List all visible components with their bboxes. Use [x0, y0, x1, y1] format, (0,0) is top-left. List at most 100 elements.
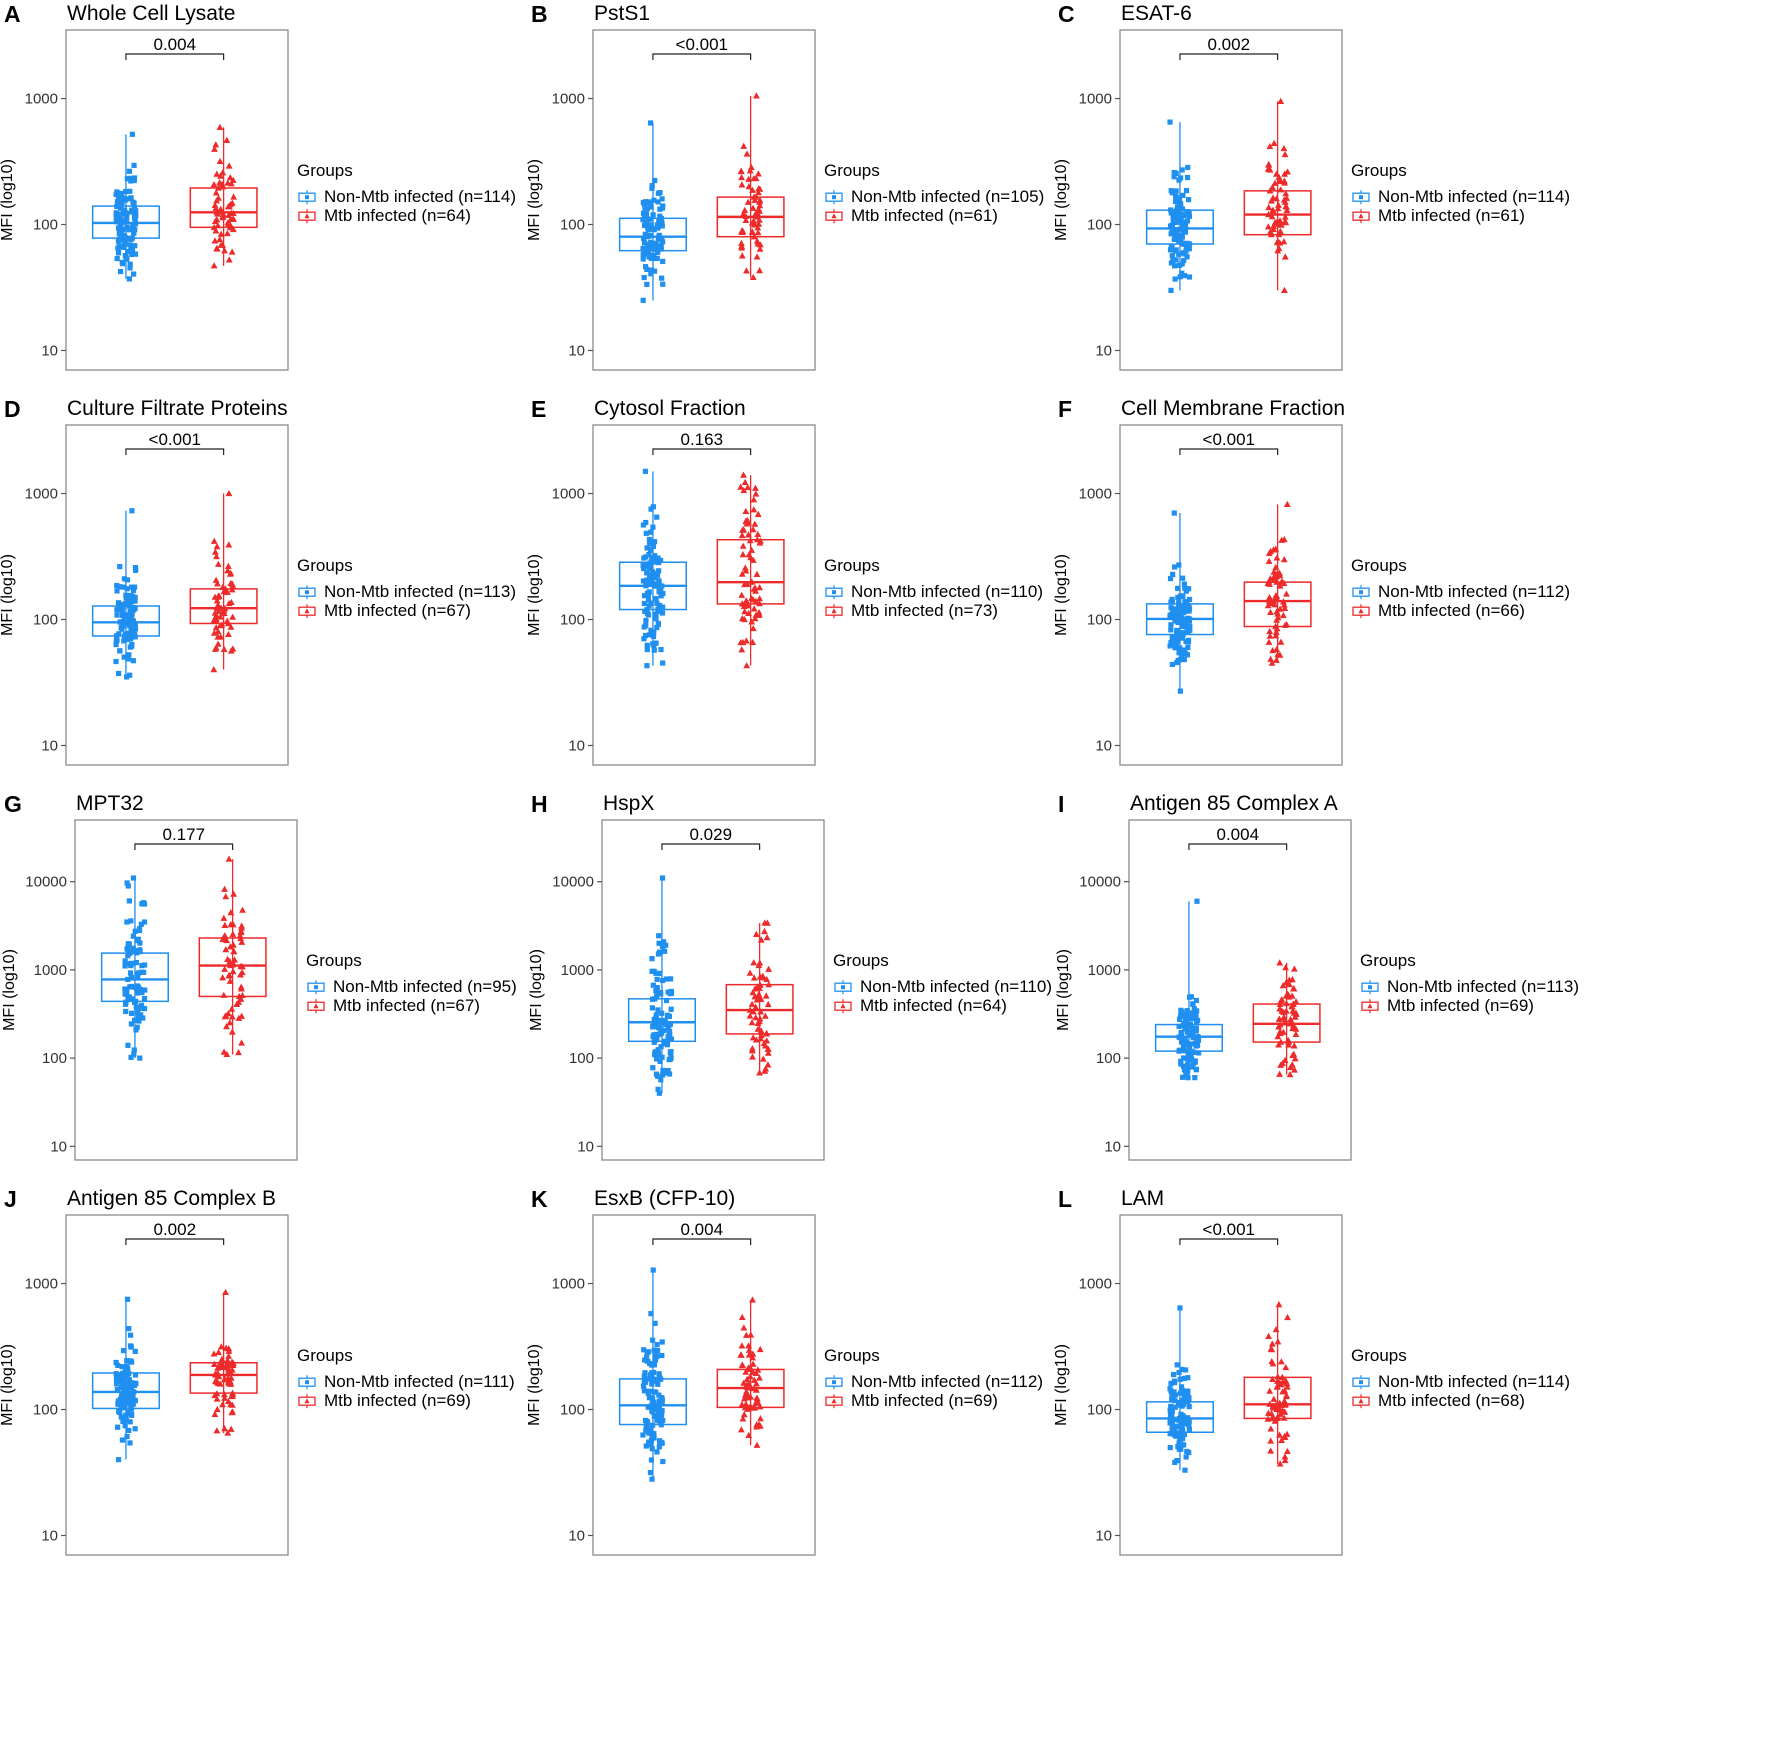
data-point-non-mtb [121, 1347, 127, 1354]
data-point-mtb [755, 216, 763, 223]
panel-j: J Antigen 85 Complex B 10 100 1000 MFI (log10… [0, 1185, 590, 1631]
data-point-non-mtb [652, 1049, 658, 1055]
data-point-non-mtb [1179, 1442, 1185, 1448]
data-point-mtb [743, 662, 751, 669]
data-point-mtb [1273, 645, 1281, 653]
y-axis-label: MFI (log10) [526, 554, 543, 636]
data-point-non-mtb [655, 1086, 661, 1092]
data-point-mtb [219, 935, 227, 943]
data-point-non-mtb [1185, 197, 1192, 203]
data-point-non-mtb [129, 508, 135, 514]
data-point-mtb [748, 1000, 756, 1007]
data-point-mtb [1275, 201, 1282, 208]
data-point-mtb [746, 1372, 754, 1380]
data-point-non-mtb [655, 1381, 661, 1387]
data-point-non-mtb [1174, 627, 1180, 634]
data-point-non-mtb [138, 921, 144, 927]
data-point-mtb [239, 906, 246, 913]
data-point-non-mtb [656, 1090, 662, 1096]
data-point-non-mtb [1181, 656, 1187, 663]
data-point-non-mtb [124, 1358, 130, 1364]
legend-label-non-mtb: Non-Mtb infected (n=110) [851, 582, 1043, 601]
data-point-non-mtb [121, 237, 127, 243]
data-point-mtb [761, 1012, 769, 1019]
data-point-mtb [228, 248, 236, 255]
data-point-mtb [752, 1003, 760, 1010]
data-point-mtb [211, 145, 218, 152]
legend-key-point [1358, 608, 1364, 614]
data-point-non-mtb [658, 215, 664, 222]
data-point-mtb [1282, 219, 1290, 226]
data-point-mtb [1264, 165, 1272, 172]
data-point-non-mtb [644, 663, 650, 669]
data-point-mtb [220, 645, 228, 652]
data-point-non-mtb [122, 963, 128, 969]
data-point-mtb [738, 1313, 746, 1321]
data-point-non-mtb [1179, 1387, 1185, 1393]
legend-key-mtb [825, 209, 843, 224]
data-point-non-mtb [1180, 623, 1186, 630]
data-point-non-mtb [1177, 604, 1183, 610]
data-point-mtb [221, 965, 229, 972]
data-point-non-mtb [127, 1390, 133, 1396]
p-value: 0.004 [1217, 825, 1260, 844]
data-point-non-mtb [1168, 627, 1174, 633]
data-point-mtb [1281, 1433, 1289, 1440]
data-point-non-mtb [641, 1388, 647, 1394]
y-axis-label: MFI (log10) [0, 1344, 16, 1426]
data-point-non-mtb [1173, 642, 1180, 648]
legend-label-mtb: Mtb infected (n=67) [333, 996, 480, 1015]
data-point-non-mtb [649, 569, 655, 575]
data-point-non-mtb [1168, 287, 1174, 293]
y-tick-label: 100 [42, 1050, 67, 1067]
data-point-non-mtb [656, 1416, 662, 1423]
data-point-non-mtb [656, 1031, 662, 1038]
data-point-non-mtb [650, 1267, 656, 1273]
data-point-mtb [1284, 1313, 1291, 1321]
data-point-mtb [211, 593, 219, 600]
data-point-non-mtb [119, 199, 125, 206]
data-point-mtb [741, 564, 749, 571]
data-point-mtb [742, 567, 750, 574]
data-point-mtb [229, 941, 237, 948]
data-point-non-mtb [663, 976, 669, 982]
legend-key-point [305, 590, 309, 595]
data-point-non-mtb [1169, 1389, 1175, 1395]
data-point-non-mtb [135, 974, 141, 980]
data-point-non-mtb [137, 940, 143, 946]
chart-svg-l: L LAM 10 100 1000 MFI (log10) <0.001 Groups Non-… [1053, 1186, 1570, 1556]
y-tick-label: 100 [560, 612, 585, 629]
legend-key-non-mtb [1361, 980, 1379, 995]
y-tick-label: 100 [1087, 217, 1112, 234]
data-point-non-mtb [668, 1006, 674, 1012]
data-point-non-mtb [648, 1457, 655, 1463]
data-point-mtb [1281, 621, 1289, 628]
data-point-mtb [754, 611, 762, 619]
data-point-mtb [1279, 1407, 1286, 1414]
panel-letter: H [531, 791, 548, 817]
data-point-mtb [221, 921, 229, 928]
data-point-non-mtb [651, 1431, 657, 1437]
data-point-mtb [753, 570, 761, 577]
data-point-mtb [1290, 985, 1298, 992]
data-point-non-mtb [113, 1375, 120, 1382]
data-point-non-mtb [652, 1357, 658, 1363]
y-tick-label: 10 [568, 1527, 585, 1544]
data-point-mtb [757, 1035, 765, 1042]
data-point-non-mtb [650, 524, 656, 530]
data-point-non-mtb [132, 218, 138, 224]
plot-frame [1128, 819, 1352, 1161]
data-point-non-mtb [1184, 652, 1191, 658]
data-point-non-mtb [1188, 1015, 1194, 1021]
p-value: <0.001 [1203, 430, 1255, 449]
data-point-mtb [756, 1403, 764, 1410]
data-point-mtb [226, 174, 234, 181]
data-point-mtb [1269, 183, 1276, 190]
y-tick-label: 1000 [1079, 486, 1112, 503]
data-point-non-mtb [1182, 599, 1188, 605]
data-point-mtb [1272, 632, 1280, 639]
data-point-non-mtb [649, 1337, 656, 1343]
legend-label-non-mtb: Non-Mtb infected (n=112) [1378, 582, 1570, 601]
data-point-non-mtb [126, 950, 132, 957]
data-point-mtb [756, 600, 763, 607]
